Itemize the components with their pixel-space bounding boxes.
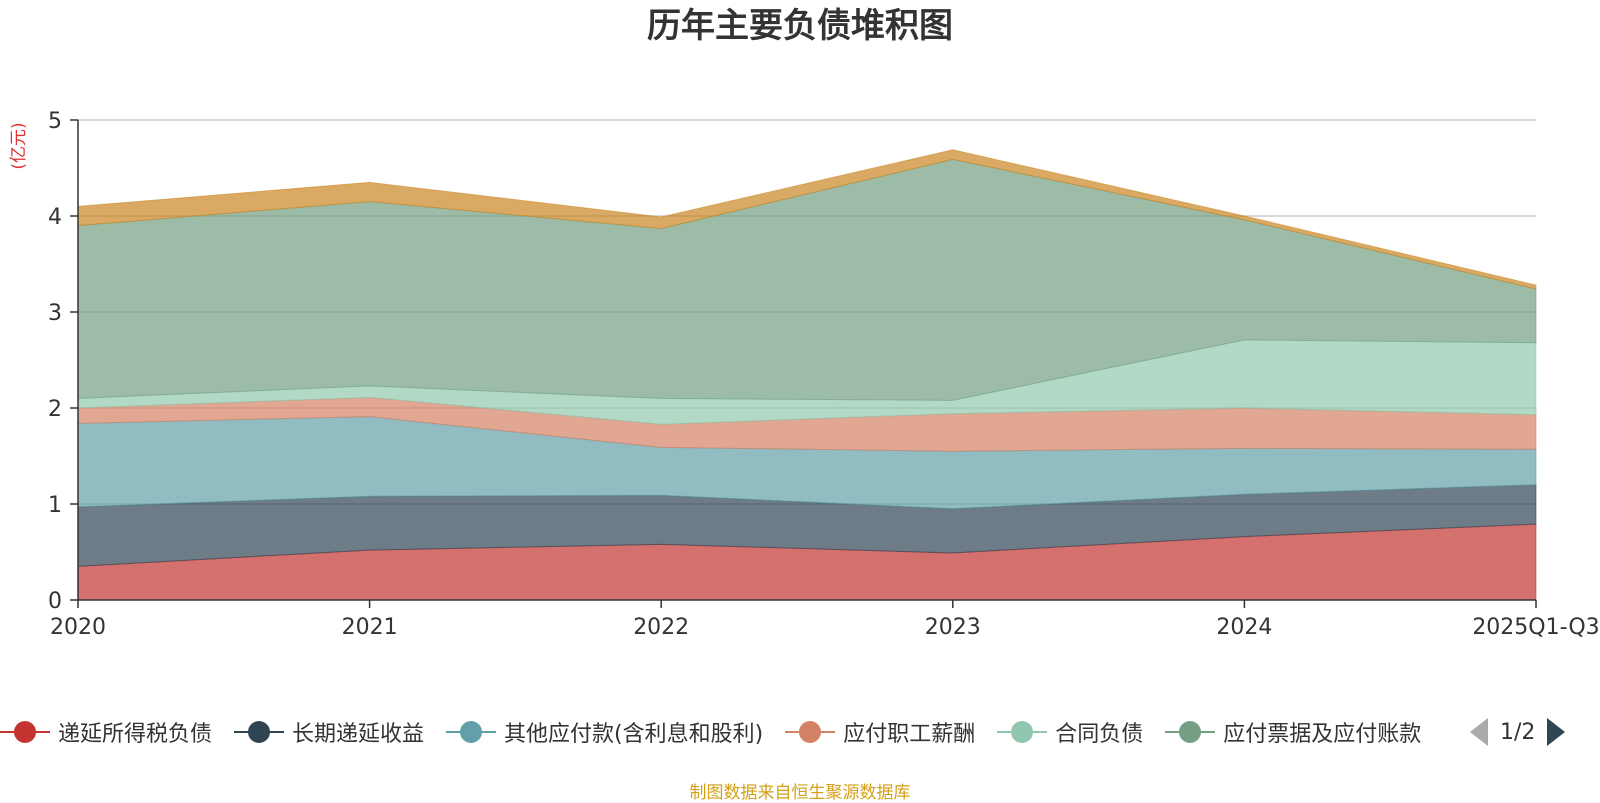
x-tick-label: 2024 (1216, 615, 1272, 640)
legend-item[interactable]: 递延所得税负债 (0, 716, 212, 748)
legend-swatch-icon (0, 718, 50, 746)
legend-item[interactable]: 其他应付款(含利息和股利) (446, 716, 763, 748)
legend-swatch-icon (1165, 718, 1216, 746)
y-tick-label: 1 (48, 493, 62, 518)
legend-label: 合同负债 (1055, 722, 1144, 747)
area-layer (77, 149, 1537, 601)
y-tick-label: 5 (48, 109, 62, 134)
legend-swatch-icon (785, 718, 836, 746)
chart-title: 历年主要负债堆积图 (647, 6, 953, 46)
y-axis-unit-label: (亿元) (9, 122, 29, 169)
axis-layer: 0 1 2 3 4 5 2020 2021 2022 2023 2024 2025Q1-Q3 (亿元) (9, 109, 1600, 640)
legend-item[interactable]: 应付票据及应付账款 (1165, 716, 1421, 748)
legend-swatch-icon (234, 718, 285, 746)
legend-label: 长期递延收益 (292, 722, 425, 747)
legend-label: 应付职工薪酬 (843, 722, 976, 747)
pager-next-icon[interactable] (1547, 718, 1566, 746)
x-tick-label: 2023 (925, 615, 981, 640)
pager-text: 1/2 (1500, 719, 1536, 745)
legend-item[interactable]: 长期递延收益 (234, 716, 424, 748)
legend-label: 递延所得税负债 (58, 722, 213, 747)
legend-item[interactable]: 应付职工薪酬 (785, 716, 975, 748)
x-tick-label: 2025Q1-Q3 (1472, 615, 1599, 640)
x-tick-label: 2021 (342, 615, 398, 640)
y-tick-label: 0 (48, 589, 62, 614)
y-tick-label: 3 (48, 301, 62, 326)
legend-label: 其他应付款(含利息和股利) (504, 722, 764, 747)
legend-pager: 1/2 (1464, 712, 1600, 752)
legend-swatch-icon (446, 718, 497, 746)
y-tick-label: 2 (48, 397, 62, 422)
area-series-6 (77, 149, 1537, 290)
x-tick-label: 2020 (50, 615, 106, 640)
legend: 递延所得税负债 长期递延收益 其他应付款(含利息和股利) 应付职工薪酬 合同负债 应付票据… (0, 712, 1600, 752)
x-tick-label: 2022 (633, 615, 689, 640)
pager-prev-icon[interactable] (1470, 718, 1488, 746)
y-tick-label: 4 (48, 205, 62, 230)
source-note: 制图数据来自恒生聚源数据库 (689, 783, 911, 803)
legend-swatch-icon (997, 718, 1048, 746)
legend-label: 应付票据及应付账款 (1223, 722, 1422, 747)
legend-item[interactable]: 合同负债 (997, 716, 1143, 748)
stacked-area-chart: 0 1 2 3 4 5 2020 2021 2022 2023 2024 2025Q1-Q3 (亿元) (9, 109, 1600, 640)
